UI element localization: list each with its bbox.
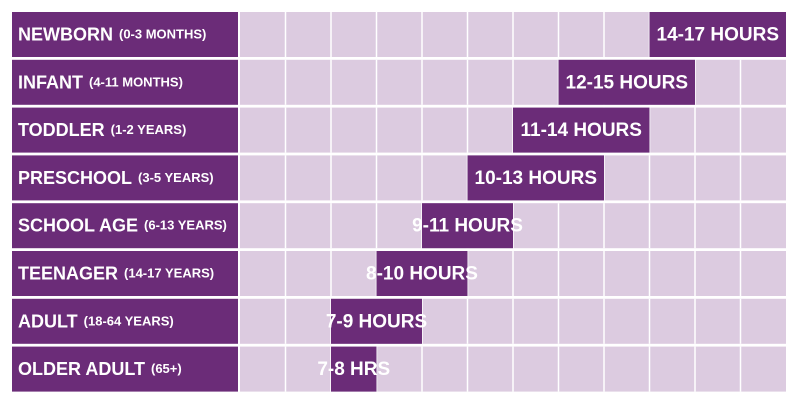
range-label: 12-15 HOURS: [566, 72, 689, 93]
range-bar: [649, 12, 786, 57]
row-label: OLDER ADULT (65+): [18, 359, 182, 379]
range-bar: [558, 59, 695, 105]
label-cell: [12, 12, 238, 57]
label-cell: [12, 346, 238, 392]
range-label: 7-8 HRS: [317, 359, 390, 380]
range-label: 14-17 HOURS: [657, 25, 780, 46]
range-label: 7-9 HOURS: [326, 311, 427, 332]
range-bar: [331, 346, 377, 392]
range-bar: [331, 298, 422, 344]
age-range: (18-64 YEARS): [84, 314, 174, 329]
row-label: TODDLER (1-2 YEARS): [18, 120, 186, 140]
label-cell: [12, 59, 238, 105]
row-label: ADULT (18-64 YEARS): [18, 311, 174, 331]
category-name: NEWBORN: [18, 24, 113, 44]
category-name: TODDLER: [18, 120, 105, 140]
range-bar: [513, 107, 650, 153]
age-range: (1-2 YEARS): [111, 123, 187, 138]
range-bar: [376, 251, 468, 296]
age-range: (4-11 MONTHS): [89, 75, 183, 90]
row-label: PRESCHOOL (3-5 YEARS): [18, 168, 214, 188]
age-range: (14-17 YEARS): [124, 266, 214, 281]
range-label: 10-13 HOURS: [475, 168, 598, 189]
age-range: (6-13 YEARS): [144, 218, 227, 233]
label-cell: [12, 251, 238, 296]
label-cell: [12, 298, 238, 344]
category-name: PRESCHOOL: [18, 168, 132, 188]
range-bar: [467, 155, 604, 201]
range-bar: [422, 203, 513, 249]
age-range: (3-5 YEARS): [138, 170, 214, 185]
label-cell: [12, 203, 238, 249]
age-range: (65+): [151, 362, 182, 377]
category-name: INFANT: [18, 72, 83, 92]
category-name: OLDER ADULT: [18, 359, 145, 379]
range-label: 8-10 HOURS: [366, 264, 478, 285]
row-label: SCHOOL AGE (6-13 YEARS): [18, 215, 227, 235]
row-label: TEENAGER (14-17 YEARS): [18, 263, 214, 283]
category-name: TEENAGER: [18, 263, 118, 283]
row-label: NEWBORN (0-3 MONTHS): [18, 24, 206, 44]
row-label: INFANT (4-11 MONTHS): [18, 72, 183, 92]
range-label: 9-11 HOURS: [412, 216, 523, 237]
range-label: 11-14 HOURS: [521, 120, 642, 141]
age-range: (0-3 MONTHS): [119, 27, 206, 42]
category-name: ADULT: [18, 311, 78, 331]
label-cell: [12, 107, 238, 153]
label-cell: [12, 155, 238, 201]
category-name: SCHOOL AGE: [18, 215, 138, 235]
